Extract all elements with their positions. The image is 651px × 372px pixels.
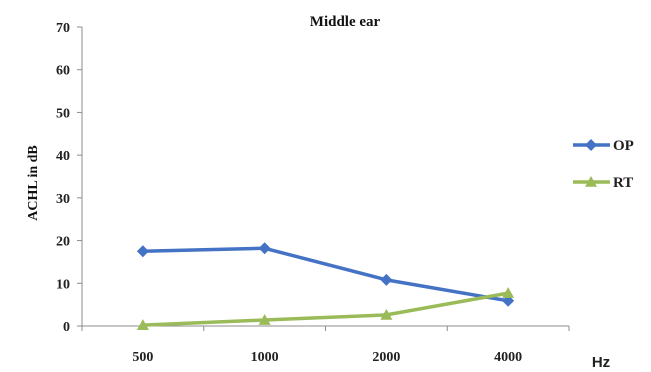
data-point [258,314,271,325]
y-tick-label: 70 [56,21,70,36]
legend: OP RT [573,138,634,191]
series-line [142,246,509,303]
data-point [502,287,515,298]
chart-title: Middle ear [310,14,381,30]
legend-item-rt: RT [573,175,633,191]
y-tick-label: 60 [56,64,70,79]
axes: 0 10 20 30 40 50 60 70 500 1000 2000 4000 [56,21,570,365]
x-tick-label: 2000 [372,350,400,365]
y-tick-label: 30 [56,192,70,207]
y-tick-label: 50 [56,106,70,121]
data-point [136,319,149,330]
legend-item-op: OP [573,138,634,154]
series-rt [136,287,515,330]
y-axis-title: ACHL in dB [26,145,41,220]
legend-label: OP [613,138,634,154]
series-line [142,291,509,327]
x-tick-label: 500 [132,350,153,365]
y-tick-label: 0 [63,320,70,335]
x-tick-label: 1000 [251,350,279,365]
y-tick-label: 10 [56,277,70,292]
y-tick-label: 20 [56,235,70,250]
legend-marker [585,139,597,151]
legend-label: RT [613,175,633,191]
data-point [380,273,393,286]
data-point [258,242,271,255]
series-op [136,242,515,307]
x-tick-label: 4000 [494,350,522,365]
series-layer [136,242,515,330]
data-point [136,245,149,258]
y-tick-label: 40 [56,149,70,164]
x-axis-unit: Hz [592,354,610,371]
data-point [380,308,393,320]
legend-marker [585,176,597,187]
